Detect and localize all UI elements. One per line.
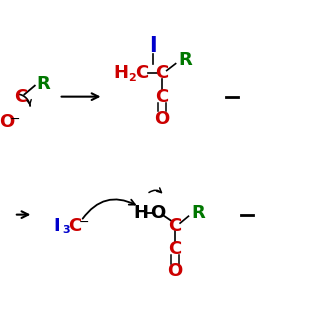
- Text: C: C: [155, 64, 168, 82]
- Text: R: R: [36, 75, 50, 93]
- Text: O: O: [167, 262, 183, 280]
- Text: I: I: [54, 217, 60, 235]
- Text: −: −: [79, 216, 89, 229]
- Text: C: C: [168, 240, 182, 258]
- Text: 3: 3: [62, 225, 70, 235]
- Text: I: I: [149, 36, 156, 56]
- Text: 2: 2: [128, 73, 136, 83]
- Text: H: H: [133, 204, 148, 222]
- Text: O: O: [154, 110, 169, 128]
- Text: −: −: [10, 113, 21, 126]
- Text: O: O: [0, 113, 14, 131]
- Text: C: C: [155, 88, 168, 106]
- Text: O: O: [150, 204, 165, 222]
- Text: C: C: [69, 217, 82, 235]
- Text: R: R: [191, 204, 205, 222]
- Text: C: C: [168, 217, 182, 235]
- Text: R: R: [178, 52, 192, 70]
- Text: C: C: [14, 88, 27, 106]
- Text: C: C: [136, 64, 149, 82]
- Text: H: H: [114, 64, 129, 82]
